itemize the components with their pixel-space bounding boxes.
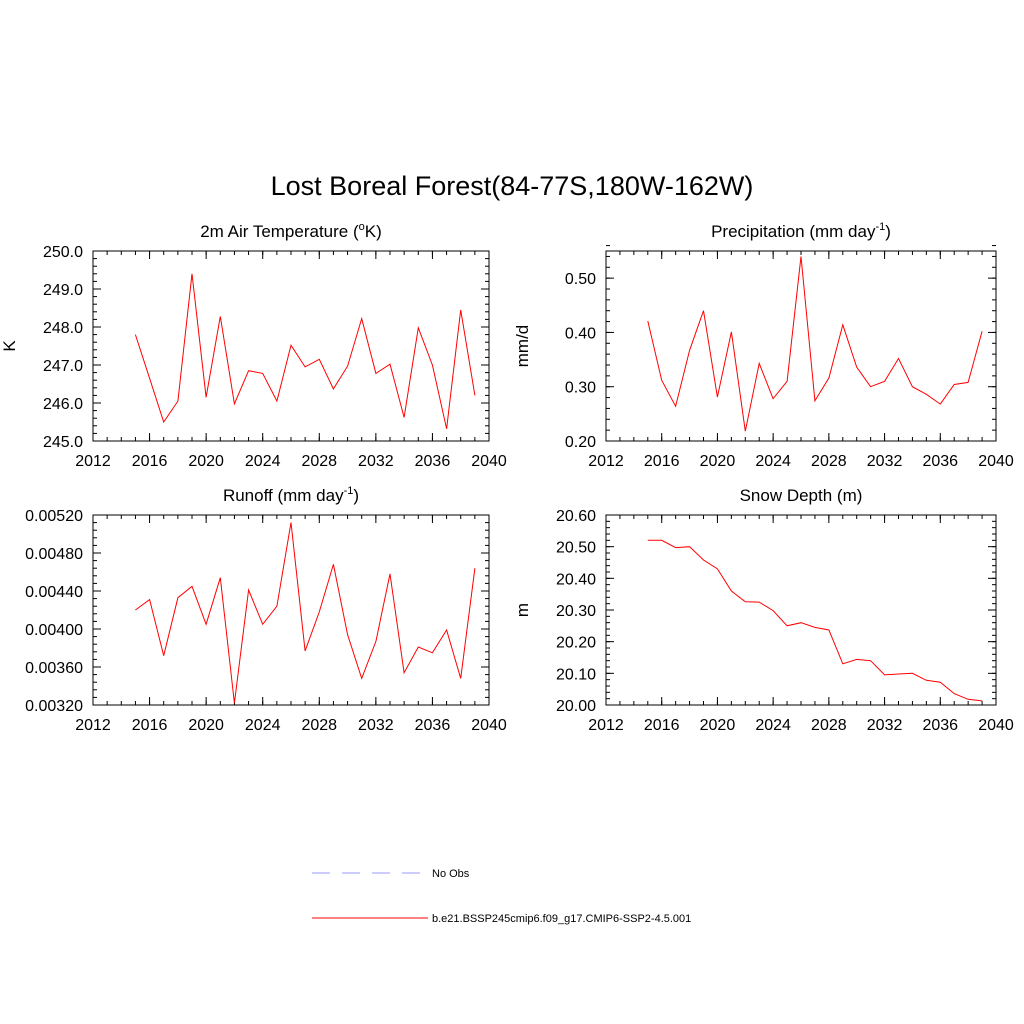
panel-precipitation: 2012 2016 2020 2024 2028 2032 2036 2040 0.20 0.30… [513, 221, 1014, 470]
air-temperature-x-tick-label: 2028 [301, 453, 337, 470]
precipitation-x-tick-label: 2012 [588, 453, 624, 470]
snow-depth-x-tick-label: 2040 [978, 717, 1014, 734]
precipitation-y-tick-label: 0.50 [565, 271, 596, 288]
snow-depth-x-tick-label: 2036 [922, 717, 958, 734]
snow-depth-series-line [647, 539, 983, 702]
runoff-y-tick-label: 0.00440 [25, 584, 83, 601]
air-temperature-y-tick-label: 249.0 [43, 282, 83, 299]
snow-depth-title: Snow Depth (m) [740, 486, 863, 505]
snow-depth-x-tick-label: 2024 [755, 717, 791, 734]
snow-depth-y-tick-label: 20.40 [556, 571, 596, 588]
precipitation-y-tick-label: 0.30 [565, 380, 596, 397]
air-temperature-y-tick-label: 248.0 [43, 320, 83, 337]
snow-depth-x-tick-label: 2028 [811, 717, 847, 734]
air-temperature-y-tick-label: 245.0 [43, 434, 83, 451]
precipitation-y-tick-label: 0.20 [565, 434, 596, 451]
precipitation-y-axis-label: mm/d [513, 325, 532, 368]
snow-depth-y-tick-label: 20.60 [556, 508, 596, 525]
air-temperature-series-line [134, 273, 476, 429]
precipitation-x-tick-label: 2036 [922, 453, 958, 470]
precipitation-series-line [647, 256, 983, 432]
snow-depth-y-axis-label: m [513, 603, 532, 617]
panel-snow-depth: 2012 2016 2020 2024 2028 2032 2036 2040 20.00 20.… [513, 486, 1014, 734]
runoff-x-tick-label: 2028 [301, 717, 337, 734]
panel-air-temperature: 2012 2016 2020 2024 2028 2032 2036 2040 245.0 246… [0, 221, 507, 470]
panel-runoff: 2012 2016 2020 2024 2028 2032 2036 2040 0.00320 0… [25, 485, 507, 734]
air-temperature-x-tick-label: 2040 [471, 453, 507, 470]
legend-label-model-run: b.e21.BSSP245cmip6.f09_g17.CMIP6-SSP2-4.… [432, 913, 691, 925]
runoff-x-tick-label: 2024 [245, 717, 281, 734]
figure-title: Lost Boreal Forest(84-77S,180W-162W) [271, 171, 754, 201]
snow-depth-y-tick-label: 20.10 [556, 666, 596, 683]
precipitation-y-tick-label: 0.40 [565, 325, 596, 342]
precipitation-x-tick-label: 2016 [644, 453, 680, 470]
air-temperature-y-axis-label: K [0, 340, 19, 352]
snow-depth-x-tick-label: 2032 [867, 717, 903, 734]
precipitation-frame [605, 250, 997, 442]
precipitation-title: Precipitation (mm day-1) [711, 221, 891, 241]
runoff-y-tick-label: 0.00520 [25, 508, 83, 525]
runoff-title: Runoff (mm day-1) [223, 485, 359, 505]
legend: No Obs b.e21.BSSP245cmip6.f09_g17.CMIP6-… [312, 868, 691, 925]
runoff-y-tick-label: 0.00400 [25, 622, 83, 639]
legend-label-no-obs: No Obs [432, 868, 470, 880]
air-temperature-y-tick-label: 250.0 [43, 244, 83, 261]
snow-depth-frame [605, 514, 997, 706]
snow-depth-x-tick-label: 2012 [588, 717, 624, 734]
air-temperature-x-tick-label: 2016 [132, 453, 168, 470]
snow-depth-y-tick-label: 20.00 [556, 698, 596, 715]
air-temperature-x-tick-label: 2012 [75, 453, 111, 470]
precipitation-x-tick-label: 2020 [700, 453, 736, 470]
snow-depth-x-tick-label: 2020 [700, 717, 736, 734]
precipitation-x-tick-label: 2024 [755, 453, 791, 470]
precipitation-x-tick-label: 2032 [867, 453, 903, 470]
runoff-x-tick-label: 2040 [471, 717, 507, 734]
runoff-series-line [135, 522, 476, 704]
runoff-y-tick-label: 0.00360 [25, 660, 83, 677]
snow-depth-y-tick-label: 20.20 [556, 635, 596, 652]
snow-depth-y-tick-label: 20.50 [556, 540, 596, 557]
runoff-y-tick-label: 0.00480 [25, 546, 83, 563]
air-temperature-x-tick-label: 2024 [245, 453, 281, 470]
precipitation-x-tick-label: 2028 [811, 453, 847, 470]
air-temperature-title: 2m Air Temperature (oK) [200, 221, 382, 241]
precipitation-x-tick-label: 2040 [978, 453, 1014, 470]
air-temperature-y-tick-label: 247.0 [43, 358, 83, 375]
runoff-x-tick-label: 2036 [415, 717, 451, 734]
snow-depth-x-tick-label: 2016 [644, 717, 680, 734]
runoff-x-tick-label: 2020 [188, 717, 224, 734]
snow-depth-y-tick-label: 20.30 [556, 603, 596, 620]
runoff-x-tick-label: 2032 [358, 717, 394, 734]
runoff-y-tick-label: 0.00320 [25, 698, 83, 715]
air-temperature-y-tick-label: 246.0 [43, 396, 83, 413]
runoff-x-tick-label: 2012 [75, 717, 111, 734]
air-temperature-x-tick-label: 2036 [415, 453, 451, 470]
runoff-x-tick-label: 2016 [132, 717, 168, 734]
air-temperature-x-tick-label: 2032 [358, 453, 394, 470]
air-temperature-x-tick-label: 2020 [188, 453, 224, 470]
